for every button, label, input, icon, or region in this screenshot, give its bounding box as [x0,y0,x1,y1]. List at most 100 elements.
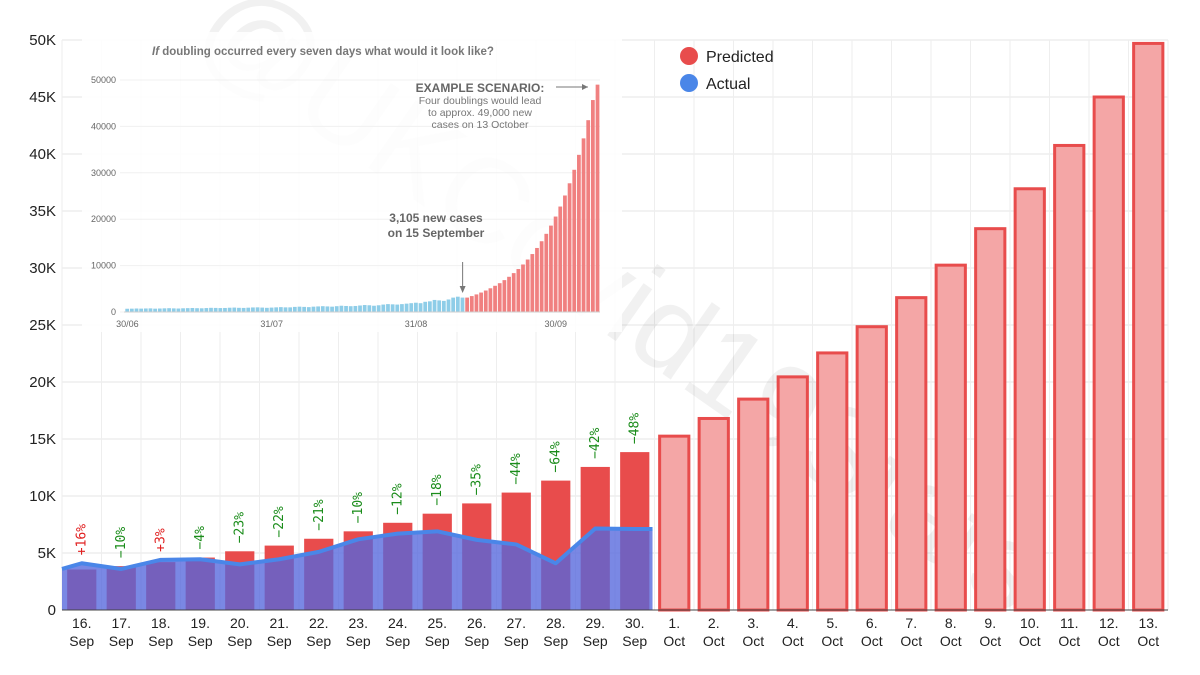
inset-actual-bar [427,301,432,312]
inset-predicted-bar [567,183,572,312]
x-tick-month: Oct [1058,633,1080,649]
inset-actual-bar [353,305,358,312]
inset-actual-bar [283,307,288,312]
x-tick-day: 1. [668,615,680,631]
legend-marker [680,47,698,65]
inset-actual-bar [409,303,414,312]
inset-actual-bar [455,296,460,312]
x-tick-month: Oct [861,633,883,649]
predicted-bar [1013,187,1046,612]
inset-predicted-bar [590,100,595,312]
inset-actual-bar [134,308,139,312]
x-tick-day: 28. [546,615,565,631]
inset-predicted-bar [577,154,581,312]
x-tick-month: Oct [940,633,962,649]
inset-actual-bar [367,305,372,312]
x-tick-day: 11. [1060,615,1078,631]
inset-predicted-bar [553,216,558,312]
inset-actual-bar [171,308,176,312]
y-tick-label: 50K [29,32,56,49]
actual-area [61,526,653,610]
x-tick-day: 7. [905,615,917,631]
inset-actual-bar [241,307,246,312]
x-tick-day: 17. [112,615,131,631]
inset-predicted-bar [493,285,497,312]
y-tick-label: 15K [29,431,56,448]
inset-actual-bar [330,306,334,312]
inset-actual-bar [395,304,400,312]
percent-label: −21% [312,499,327,530]
x-tick-day: 18. [151,615,170,631]
x-tick-month: Oct [1137,633,1159,649]
inset-actual-bar [195,308,199,312]
inset-actual-bar [209,307,213,312]
inset-y-tick: 30000 [91,168,116,178]
legend: Predicted Actual [680,47,774,93]
inset-actual-bar [265,307,269,312]
inset-predicted-bar [535,247,539,312]
inset-actual-bar [414,302,418,312]
x-tick-month: Oct [782,633,804,649]
inset-actual-bar [437,300,442,312]
x-tick-day: 24. [388,615,407,631]
inset-title: If doubling occurred every seven days wh… [152,46,494,58]
x-tick-month: Sep [583,633,608,649]
inset-actual-bar [400,304,404,312]
x-tick-day: 16. [72,615,91,631]
inset-actual-bar [451,297,456,312]
inset-annotation-line: EXAMPLE SCENARIO: [416,81,545,95]
inset-predicted-bar [586,120,591,312]
predicted-bar [895,296,928,612]
x-tick-month: Oct [1019,633,1041,649]
percent-label: +3% [154,528,169,552]
inset-actual-bar [348,306,353,312]
inset-predicted-bar [525,259,530,312]
x-tick-month: Oct [821,633,843,649]
inset-x-tick: 31/08 [405,319,428,329]
inset-predicted-bar [497,283,502,312]
predicted-bar [737,397,770,612]
predicted-bar [974,227,1007,612]
x-tick-month: Sep [306,633,331,649]
x-tick-day: 10. [1020,615,1039,631]
actual-area-fill [62,528,653,610]
inset-actual-bar [181,308,185,312]
inset-actual-bar [306,307,311,312]
x-tick-day: 12. [1099,615,1118,631]
x-tick-day: 13. [1139,615,1158,631]
inset-predicted-bar [502,280,507,312]
inset-predicted-bar [479,292,483,312]
inset-x-tick: 31/07 [260,319,283,329]
inset-actual-bar [358,305,362,312]
inset-title-italic: If [152,46,160,58]
legend-label: Actual [706,76,750,93]
inset-y-tick: 40000 [91,121,116,131]
inset-actual-bar [292,306,297,312]
inset-actual-bar [278,307,283,312]
x-tick-month: Oct [979,633,1001,649]
x-tick-month: Sep [188,633,213,649]
inset-predicted-bar [474,294,479,312]
inset-actual-bar [446,299,451,312]
inset-actual-bar [255,307,260,312]
x-tick-month: Sep [346,633,371,649]
x-tick-day: 20. [230,615,249,631]
inset-annotation-line: 3,105 new cases [389,211,483,225]
x-tick-month: Oct [900,633,922,649]
inset-predicted-bar [581,138,586,312]
percent-label: −18% [430,474,445,505]
inset-predicted-bar [521,264,525,312]
percent-label: −48% [628,413,643,444]
x-tick-month: Sep [464,633,489,649]
y-tick-label: 25K [29,317,56,334]
inset-actual-bar [227,307,232,312]
y-tick-label: 10K [29,488,56,505]
inset-actual-bar [162,308,167,312]
predicted-bar [1092,95,1125,612]
inset-actual-bar [390,304,395,312]
inset-actual-bar [339,305,344,312]
inset-actual-bar [311,306,316,312]
inset-actual-bar [167,308,171,312]
x-tick-day: 5. [826,615,838,631]
predicted-bar [1132,41,1165,612]
